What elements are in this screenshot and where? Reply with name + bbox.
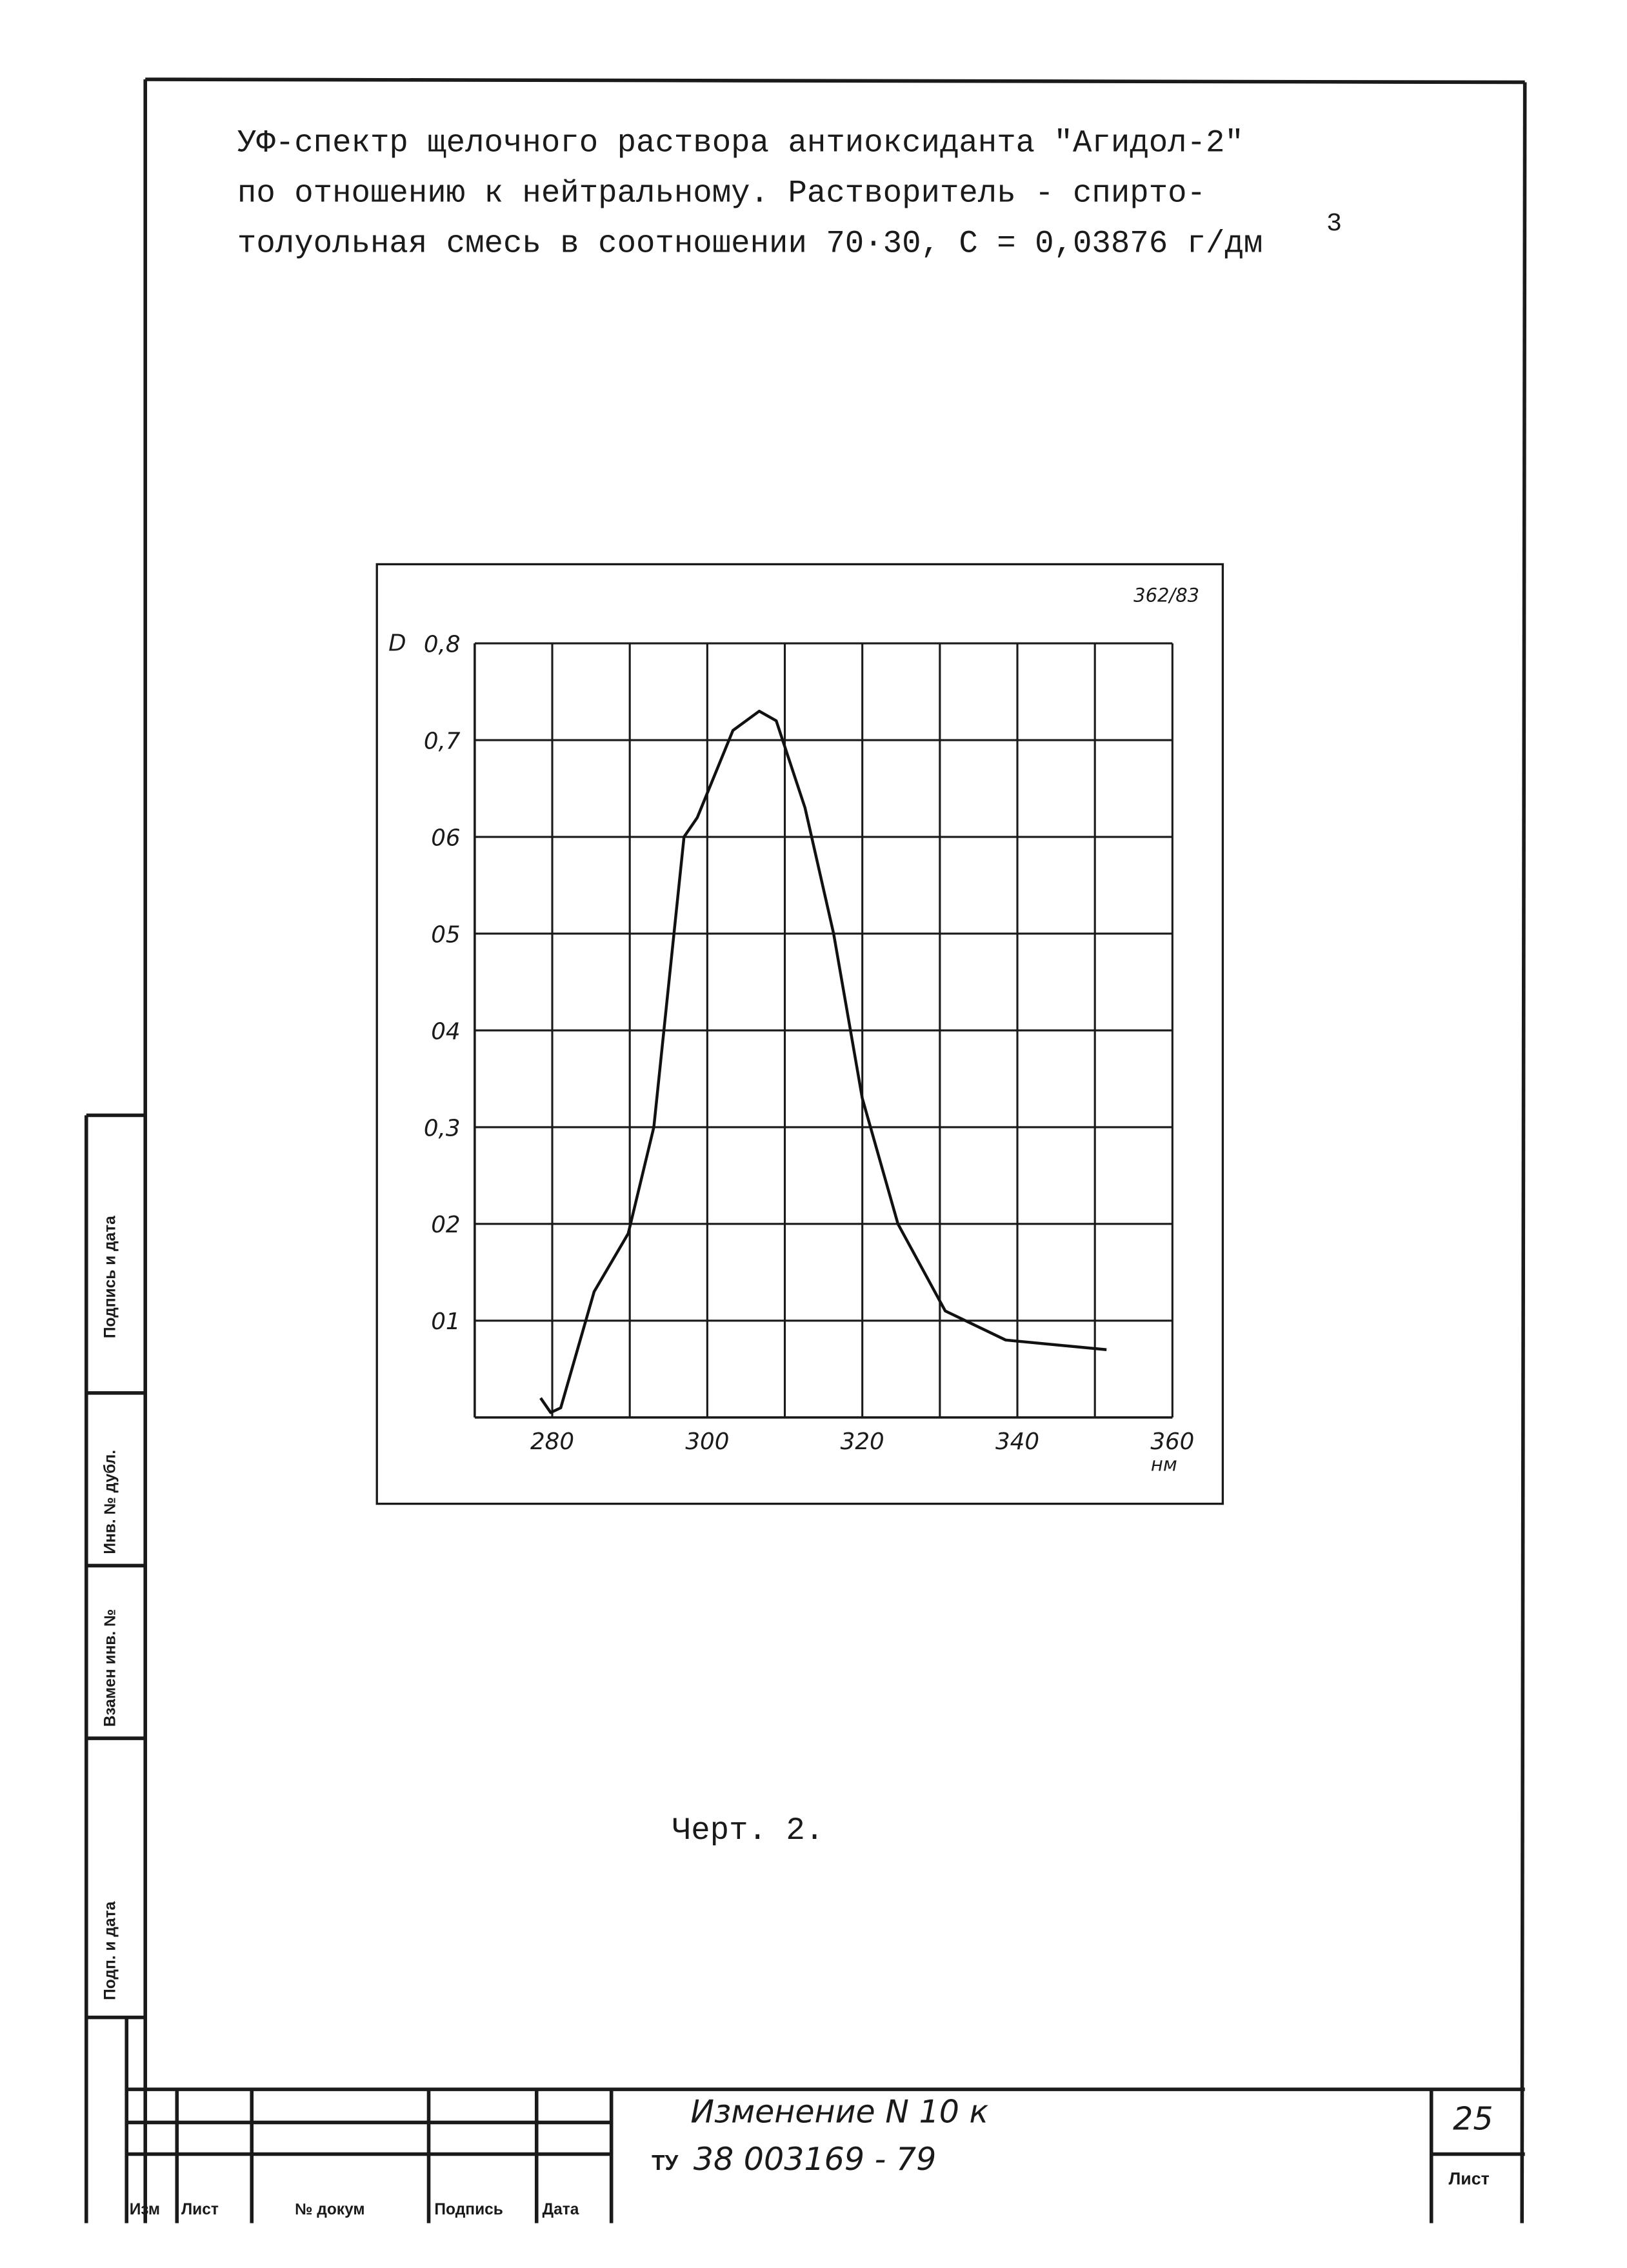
header-line: толуольная смесь в соотношении 70·30, С … — [237, 226, 1263, 262]
stamp-change: Изменение N 10 к — [690, 2092, 988, 2130]
y-tick-label: 02 — [431, 1212, 460, 1238]
y-tick-label: 04 — [431, 1018, 460, 1045]
x-tick-label: 340 — [995, 1429, 1039, 1455]
x-tick-label: 280 — [530, 1429, 574, 1455]
annotation: 362/83 — [1133, 584, 1199, 606]
y-axis-label: D — [388, 630, 406, 656]
x-tick-label: 300 — [685, 1429, 729, 1455]
y-tick-label: 05 — [431, 921, 460, 948]
stamp-doc-number: 38 003169 - 79 — [694, 2140, 937, 2178]
side-label: Подп. и дата — [101, 1902, 119, 2000]
y-tick-label: 06 — [431, 825, 460, 851]
header-line: по отношению к нейтральному. Растворител… — [237, 176, 1206, 212]
y-tick-label: 01 — [431, 1309, 460, 1335]
x-axis-label: нм — [1151, 1453, 1177, 1475]
stamp-column: № докум — [295, 2201, 364, 2218]
frame — [85, 77, 1527, 2223]
stamp-column: Лист — [181, 2201, 219, 2218]
chart: 280 300 320 340 360 01 02 0,3 04 05 06 0,7 0,8 Dнм 362… — [388, 584, 1199, 1475]
stamp-column: Подпись — [434, 2201, 503, 2218]
header-superscript: 3 — [1326, 210, 1342, 239]
x-tick-label: 320 — [841, 1429, 884, 1455]
side-label: Взамен инв. № — [101, 1609, 119, 1727]
header-line: УФ-спектр щелочного раствора антиоксидан… — [237, 125, 1244, 161]
chart-frame — [375, 563, 1224, 1505]
stamp-column: Изм — [130, 2201, 160, 2218]
stamp-column: Дата — [543, 2201, 579, 2218]
caption: Черт. 2. — [672, 1812, 824, 1849]
spectrum-line — [539, 709, 1107, 1414]
side-label: Подпись и дата — [101, 1216, 119, 1338]
stamp-sheet-label: Лист — [1448, 2169, 1489, 2188]
y-tick-label: 0,3 — [424, 1115, 461, 1141]
y-tick-label: 0,8 — [424, 631, 461, 657]
side-label: Инв. № дубл. — [101, 1450, 119, 1554]
x-tick-label: 360 — [1150, 1429, 1194, 1455]
stamp-doc-prefix: ТУ — [652, 2151, 679, 2175]
stamp-sheet: 25 — [1453, 2100, 1493, 2138]
y-tick-label: 0,7 — [424, 728, 461, 754]
